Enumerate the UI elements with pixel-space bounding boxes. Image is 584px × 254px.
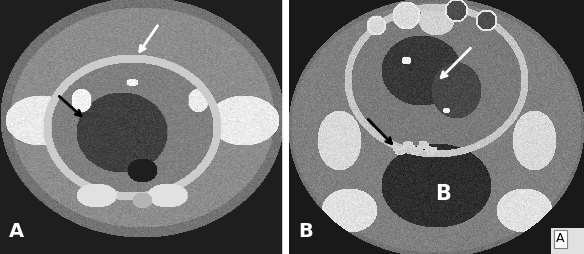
Text: B: B bbox=[435, 184, 451, 203]
Text: B: B bbox=[298, 222, 312, 241]
Text: A: A bbox=[9, 222, 23, 241]
Text: A: A bbox=[556, 232, 565, 245]
